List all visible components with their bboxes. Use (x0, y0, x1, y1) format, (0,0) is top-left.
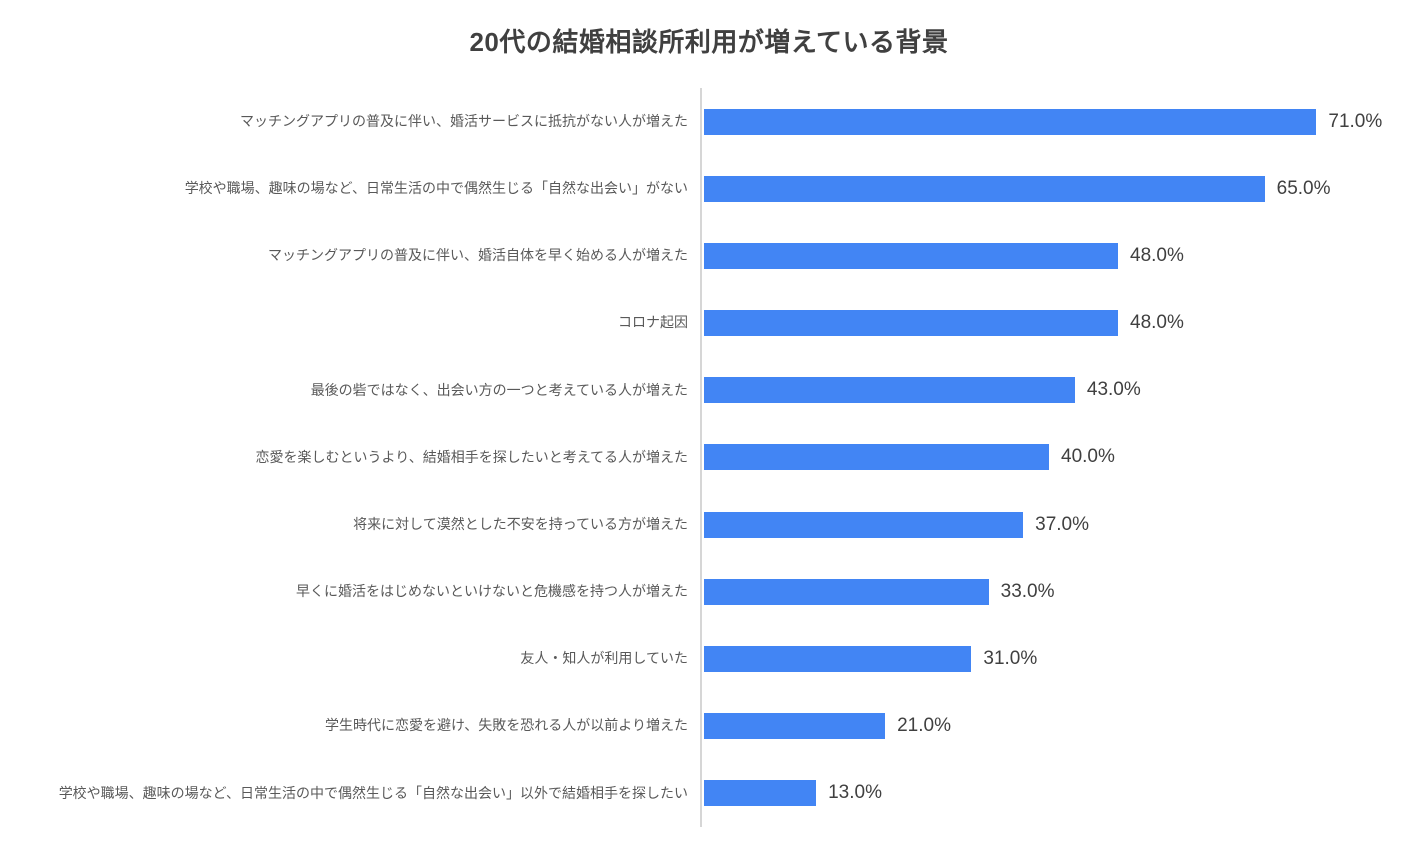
category-label: 友人・知人が利用していた (520, 650, 688, 667)
bar (704, 310, 1118, 337)
bar-track: 43.0% (700, 356, 1392, 424)
bar (704, 108, 1317, 135)
value-label: 13.0% (828, 782, 882, 804)
bar-track: 48.0% (700, 222, 1392, 290)
bar-track: 13.0% (700, 759, 1392, 827)
bar (704, 444, 1049, 471)
bar (704, 780, 817, 807)
bar (704, 175, 1265, 202)
category-label: マッチングアプリの普及に伴い、婚活サービスに抵抗がない人が増えた (240, 112, 688, 129)
chart-row: 学生時代に恋愛を避け、失敗を恐れる人が以前より増えた 21.0% (0, 692, 1418, 760)
category-label: 早くに婚活をはじめないといけないと危機感を持つ人が増えた (296, 583, 688, 600)
bar (704, 713, 886, 740)
category-label: 学生時代に恋愛を避け、失敗を恐れる人が以前より増えた (324, 717, 688, 734)
chart-rows: マッチングアプリの普及に伴い、婚活サービスに抵抗がない人が増えた 71.0% 学校や… (0, 88, 1418, 827)
bar (704, 511, 1024, 538)
category-label: 学校や職場、趣味の場など、日常生活の中で偶然生じる「自然な出会い」以外で結婚相手… (58, 784, 688, 801)
category-label: 恋愛を楽しむというより、結婚相手を探したいと考えてる人が増えた (255, 448, 688, 465)
chart-row: 学校や職場、趣味の場など、日常生活の中で偶然生じる「自然な出会い」以外で結婚相手… (0, 759, 1418, 827)
category-label: 学校や職場、趣味の場など、日常生活の中で偶然生じる「自然な出会い」がない (184, 180, 688, 196)
category-label: コロナ起因 (618, 314, 688, 331)
value-label: 31.0% (983, 647, 1038, 669)
chart-row: コロナ起因 48.0% (0, 289, 1418, 357)
value-label: 33.0% (1000, 580, 1055, 602)
chart-row: 早くに婚活をはじめないといけないと危機感を持つ人が増えた 33.0% (0, 558, 1418, 626)
bar-track: 48.0% (700, 289, 1392, 357)
bar (704, 578, 989, 605)
chart-row: マッチングアプリの普及に伴い、婚活サービスに抵抗がない人が増えた 71.0% (0, 88, 1418, 156)
bar (704, 645, 972, 672)
value-label: 40.0% (1061, 446, 1115, 468)
bar-track: 37.0% (700, 491, 1392, 559)
chart-title: 20代の結婚相談所利用が増えている背景 (469, 27, 949, 57)
value-label: 21.0% (897, 715, 951, 737)
value-label: 37.0% (1035, 513, 1089, 535)
chart-row: 恋愛を楽しむというより、結婚相手を探したいと考えてる人が増えた 40.0% (0, 423, 1418, 492)
chart-row: 学校や職場、趣味の場など、日常生活の中で偶然生じる「自然な出会い」がない 65.0… (0, 155, 1418, 223)
bar-track: 33.0% (700, 558, 1392, 626)
chart-row: 最後の砦ではなく、出会い方の一つと考えている人が増えた 43.0% (0, 356, 1418, 424)
bar-track: 40.0% (700, 423, 1392, 492)
category-label: 最後の砦ではなく、出会い方の一つと考えている人が増えた (310, 381, 688, 398)
bar-track: 71.0% (700, 88, 1392, 156)
value-label: 71.0% (1328, 110, 1383, 132)
value-label: 43.0% (1086, 379, 1141, 401)
chart-row: 将来に対して漠然とした不安を持っている方が増えた 37.0% (0, 491, 1418, 559)
bar (704, 377, 1075, 404)
bar-track: 21.0% (700, 692, 1392, 760)
category-label: マッチングアプリの普及に伴い、婚活自体を早く始める人が増えた (268, 247, 688, 264)
category-label: 将来に対して漠然とした不安を持っている方が増えた (353, 515, 688, 532)
value-label: 65.0% (1276, 177, 1331, 199)
chart-row: マッチングアプリの普及に伴い、婚活自体を早く始める人が増えた 48.0% (0, 222, 1418, 290)
bar-track: 31.0% (700, 625, 1392, 693)
value-label: 48.0% (1130, 244, 1184, 266)
bar-track: 65.0% (700, 155, 1392, 223)
bar (704, 242, 1118, 269)
chart-row: 友人・知人が利用していた 31.0% (0, 625, 1418, 693)
value-label: 48.0% (1130, 312, 1184, 334)
